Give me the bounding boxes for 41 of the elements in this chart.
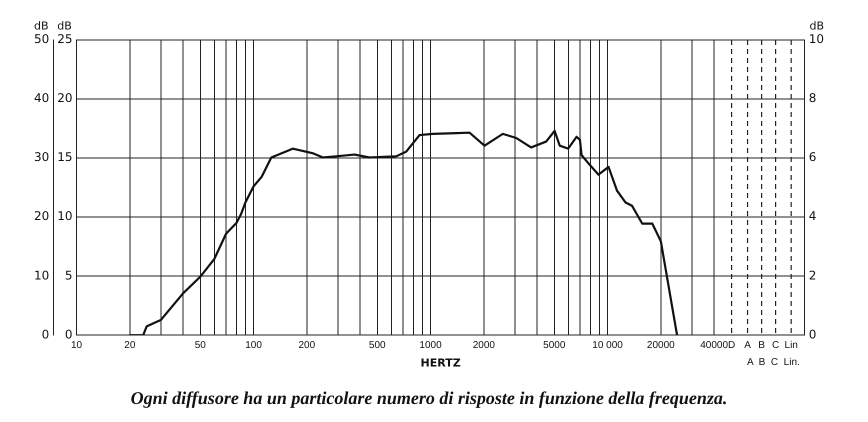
y3-tick-label: 2 [808,268,816,282]
y-tick-label: 0 [42,327,50,342]
y3-tick-label: 8 [808,91,816,106]
ref-line-label: D [728,340,736,351]
x-tick-label: 40000 [700,340,728,351]
y2-tick-label: 20 [57,91,73,106]
y-tick-label: 50 [34,32,50,46]
y2-tick-label: 5 [64,268,73,282]
x-tick-label: 1000 [419,340,442,351]
x-tick-label: 2000 [472,340,496,351]
y2-axis-title: dB [57,19,72,32]
y3-tick-label: 6 [808,150,816,164]
y2-tick-label: 10 [57,209,73,224]
text: A B C Lin. [746,356,800,368]
x-tick-label: 5000 [543,340,566,351]
y3-tick-label: 0 [808,327,816,342]
x-tick-label: 50 [194,340,206,351]
x-tick-label: 200 [298,340,316,351]
x-tick-label: 20000 [646,340,676,351]
ref-line-label: C [772,340,780,351]
ref-line-label: Lin [784,340,798,351]
y2-tick-label: 25 [57,32,73,46]
y-tick-label: 40 [34,91,50,106]
y-tick-label: 20 [34,209,50,224]
y-axis-title: dB [34,19,49,32]
x-tick-label: 500 [368,340,386,351]
y2-tick-label: 15 [57,150,73,164]
y2-tick-label: 0 [64,327,73,342]
y3-tick-label: 10 [808,32,824,46]
y3-tick-label: 4 [808,209,816,224]
y-tick-label: 30 [34,150,50,164]
y-tick-label: 10 [34,268,50,282]
ref-line-label: B [758,340,766,351]
ref-line-label: A [744,340,752,351]
x-axis-title: HERTZ [420,356,461,370]
x-tick-label: 10 000 [592,340,624,351]
text: Ogni diffusore ha un particolare numero di risposte in funzione della frequenza. [130,388,728,408]
x-tick-label: 100 [245,340,262,351]
y3-axis-title: dB [809,19,824,32]
x-tick-label: 20 [124,340,136,351]
x-tick-label: 10 [70,340,83,351]
